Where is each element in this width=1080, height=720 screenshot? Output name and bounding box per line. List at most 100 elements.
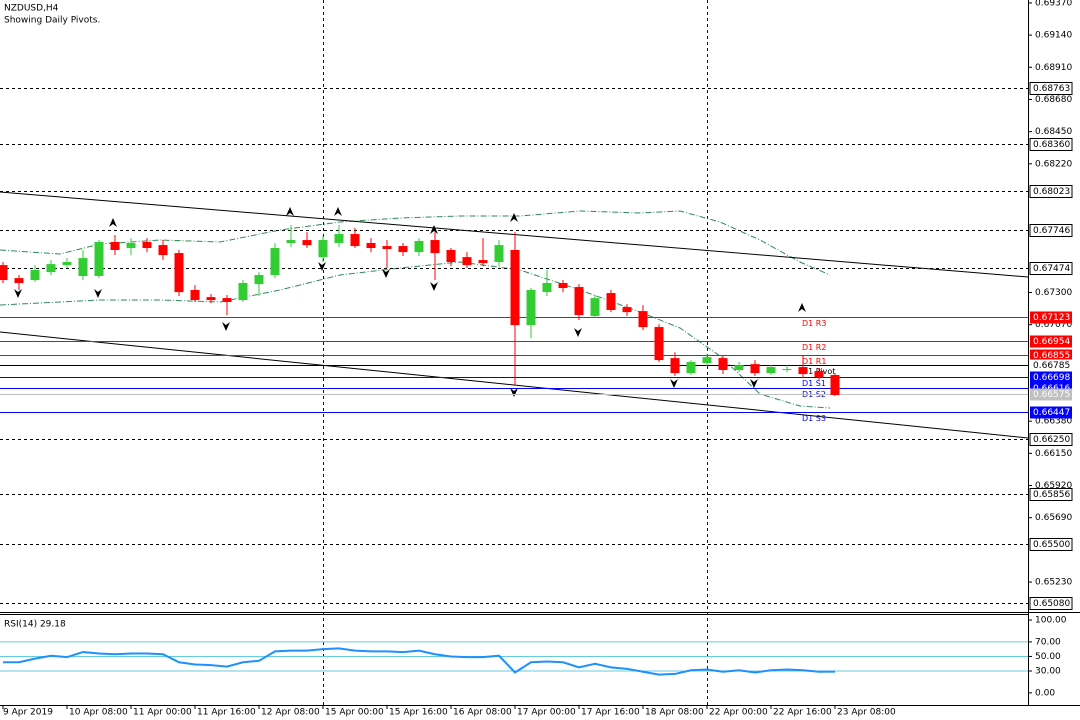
candle-body bbox=[590, 298, 600, 317]
candle-body bbox=[718, 358, 728, 370]
candle-body bbox=[190, 289, 200, 301]
candle-body bbox=[478, 260, 488, 264]
candle-body bbox=[574, 287, 584, 316]
candle-body bbox=[318, 240, 328, 258]
pivot-label-box bbox=[1030, 359, 1072, 372]
level-label-box bbox=[1029, 82, 1073, 95]
chart-title: NZDUSD,H4 bbox=[4, 4, 59, 14]
envelope-lower bbox=[0, 261, 831, 409]
candle-body bbox=[798, 367, 808, 375]
candle-body bbox=[334, 234, 344, 243]
level-label-box bbox=[1029, 597, 1073, 610]
candle-body bbox=[206, 297, 216, 301]
candle-body bbox=[350, 234, 360, 247]
fractal-up bbox=[510, 213, 518, 222]
candle-body bbox=[558, 282, 568, 289]
x-tick-label: 11 Apr 16:00 bbox=[197, 708, 256, 718]
x-tick-label: 22 Apr 16:00 bbox=[773, 708, 832, 718]
fractal-down bbox=[750, 379, 758, 388]
fractal-down bbox=[510, 388, 518, 397]
candle-body bbox=[542, 282, 552, 293]
candle-body bbox=[110, 242, 120, 250]
x-tick-label: 16 Apr 08:00 bbox=[453, 708, 512, 718]
x-tick-label: 10 Apr 08:00 bbox=[69, 708, 128, 718]
candle-body bbox=[702, 357, 712, 364]
rsi-y-tick-label: 50.00 bbox=[1035, 652, 1061, 662]
candle-body bbox=[398, 246, 408, 253]
x-tick-label: 18 Apr 08:00 bbox=[645, 708, 704, 718]
y-tick-label: 0.67070 bbox=[1035, 320, 1072, 330]
candle-body bbox=[638, 311, 648, 328]
y-tick-label: 0.68220 bbox=[1035, 159, 1072, 169]
candle-body bbox=[30, 269, 40, 281]
level-label: 0.65856 bbox=[1033, 490, 1070, 500]
pivot-label-box bbox=[1030, 335, 1072, 348]
pivot-name: D1 R2 bbox=[802, 343, 826, 352]
level-label: 0.68763 bbox=[1033, 84, 1070, 94]
fractal-up bbox=[334, 207, 342, 216]
rsi-y-tick-label: 100.00 bbox=[1035, 616, 1067, 626]
candle-body bbox=[158, 245, 168, 256]
candle-body bbox=[142, 242, 152, 249]
pivot-name: D1 R1 bbox=[802, 357, 826, 366]
envelope-upper bbox=[0, 210, 831, 276]
fractal-down bbox=[94, 289, 102, 298]
candle-body bbox=[46, 264, 56, 273]
candle-body bbox=[814, 371, 824, 378]
level-label-box bbox=[1029, 224, 1073, 237]
candle-body bbox=[622, 307, 632, 313]
trendline bbox=[0, 331, 1029, 439]
candle-body bbox=[174, 253, 184, 293]
fractal-down bbox=[670, 379, 678, 388]
level-label-box bbox=[1029, 262, 1073, 275]
pivot-label: 0.66855 bbox=[1033, 351, 1070, 361]
candle-body bbox=[830, 375, 840, 396]
candle-body bbox=[686, 362, 696, 374]
x-tick-label: 15 Apr 00:00 bbox=[325, 708, 384, 718]
fractal-down bbox=[222, 322, 230, 331]
current-price-label: 0.66575 bbox=[1033, 390, 1070, 400]
level-label: 0.67474 bbox=[1033, 264, 1070, 274]
candle-body bbox=[766, 367, 776, 374]
level-label: 0.68360 bbox=[1033, 140, 1070, 150]
chart-subtitle: Showing Daily Pivots. bbox=[4, 16, 100, 26]
x-tick-label: 12 Apr 08:00 bbox=[261, 708, 320, 718]
candle-body bbox=[14, 278, 24, 283]
candle-body bbox=[94, 242, 104, 276]
candle-body bbox=[302, 240, 312, 246]
level-label: 0.66250 bbox=[1033, 435, 1070, 445]
pivot-label-box bbox=[1030, 406, 1072, 419]
pivot-name: D1 S1 bbox=[802, 379, 826, 388]
candle-body bbox=[366, 242, 376, 249]
rsi-y-tick-label: 0.00 bbox=[1035, 688, 1055, 698]
fractal-down bbox=[574, 328, 582, 337]
candle-body bbox=[222, 298, 232, 303]
y-tick-label: 0.66380 bbox=[1035, 417, 1072, 427]
level-label-box bbox=[1029, 138, 1073, 151]
x-tick-label: 9 Apr 2019 bbox=[3, 708, 53, 718]
level-label-box bbox=[1029, 433, 1073, 446]
candle-body bbox=[782, 369, 792, 371]
pivot-name: D1 S3 bbox=[802, 414, 826, 423]
fractal-up bbox=[798, 303, 806, 312]
y-tick-label: 0.69370 bbox=[1035, 0, 1072, 8]
fractal-up bbox=[430, 225, 438, 234]
candle-body bbox=[734, 365, 744, 370]
candle-body bbox=[0, 265, 8, 281]
y-tick-label: 0.67300 bbox=[1035, 288, 1072, 298]
fractal-up bbox=[286, 207, 294, 216]
current-price-box bbox=[1030, 388, 1072, 401]
pivot-label: 0.66785 bbox=[1033, 361, 1070, 371]
y-tick-label: 0.65690 bbox=[1035, 513, 1072, 523]
y-tick-label: 0.65920 bbox=[1035, 481, 1072, 491]
level-label-box bbox=[1029, 538, 1073, 551]
candle-body bbox=[510, 249, 520, 326]
candle-body bbox=[526, 289, 536, 326]
pivot-label: 0.66698 bbox=[1033, 373, 1070, 383]
pivot-label-box bbox=[1030, 311, 1072, 324]
y-tick-label: 0.65230 bbox=[1035, 578, 1072, 588]
candle-body bbox=[430, 240, 440, 254]
candle-body bbox=[270, 248, 280, 276]
fractal-down bbox=[318, 262, 326, 271]
